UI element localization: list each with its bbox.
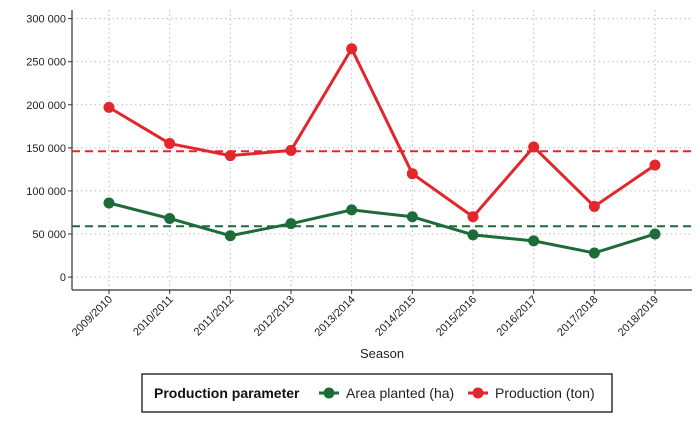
data-point-production	[406, 168, 418, 180]
data-point-production	[528, 141, 540, 153]
x-tick-label: 2012/2013	[252, 294, 297, 339]
axes	[68, 10, 692, 294]
y-tick-label: 50 000	[32, 229, 66, 241]
x-tick-label: 2015/2016	[434, 294, 479, 339]
legend-marker-production	[472, 387, 484, 399]
data-point-production	[103, 101, 115, 113]
x-tick-label: 2010/2011	[131, 294, 176, 339]
legend-marker-area	[323, 387, 335, 399]
y-tick-label: 150 000	[26, 143, 66, 155]
legend-box	[141, 373, 613, 413]
data-point-production	[224, 150, 236, 162]
legend-label-production: Production (ton)	[495, 385, 595, 401]
series	[103, 43, 661, 259]
data-point-production	[588, 200, 600, 212]
data-point-area	[406, 211, 418, 223]
x-tick-label: 2011/2012	[192, 294, 237, 339]
series-line-area	[108, 201, 656, 255]
x-tick-label: 2016/2017	[495, 294, 540, 339]
mean-lines	[72, 150, 692, 228]
x-tick-label: 2014/2015	[373, 294, 418, 339]
data-point-area	[528, 235, 540, 247]
data-point-area	[164, 212, 176, 224]
y-tick-label: 300 000	[26, 14, 66, 26]
data-point-production	[164, 138, 176, 150]
data-point-production	[346, 43, 358, 55]
y-tick-label: 200 000	[26, 100, 66, 112]
data-point-production	[649, 159, 661, 171]
gridlines	[72, 10, 692, 290]
data-point-area	[285, 218, 297, 230]
data-point-production	[467, 211, 479, 223]
data-point-area	[103, 197, 115, 209]
data-point-production	[285, 144, 297, 156]
x-axis-title: Season	[360, 346, 404, 361]
data-point-area	[588, 247, 600, 259]
x-tick-label: 2018/2019	[616, 294, 661, 339]
data-point-area	[224, 230, 236, 242]
y-tick-label: 100 000	[26, 186, 66, 198]
legend-label-area: Area planted (ha)	[346, 385, 454, 401]
x-tick-label: 2009/2010	[70, 294, 115, 339]
data-point-area	[346, 204, 358, 216]
series-line-production	[108, 47, 656, 219]
y-tick-label: 0	[60, 272, 66, 284]
data-point-area	[649, 228, 661, 240]
legend: Production parameter Area planted (ha) P…	[141, 373, 613, 413]
data-point-area	[467, 229, 479, 241]
y-tick-label: 250 000	[26, 57, 66, 69]
x-tick-label: 2017/2018	[555, 294, 600, 339]
legend-title: Production parameter	[154, 385, 300, 401]
x-tick-label: 2013/2014	[313, 294, 358, 339]
